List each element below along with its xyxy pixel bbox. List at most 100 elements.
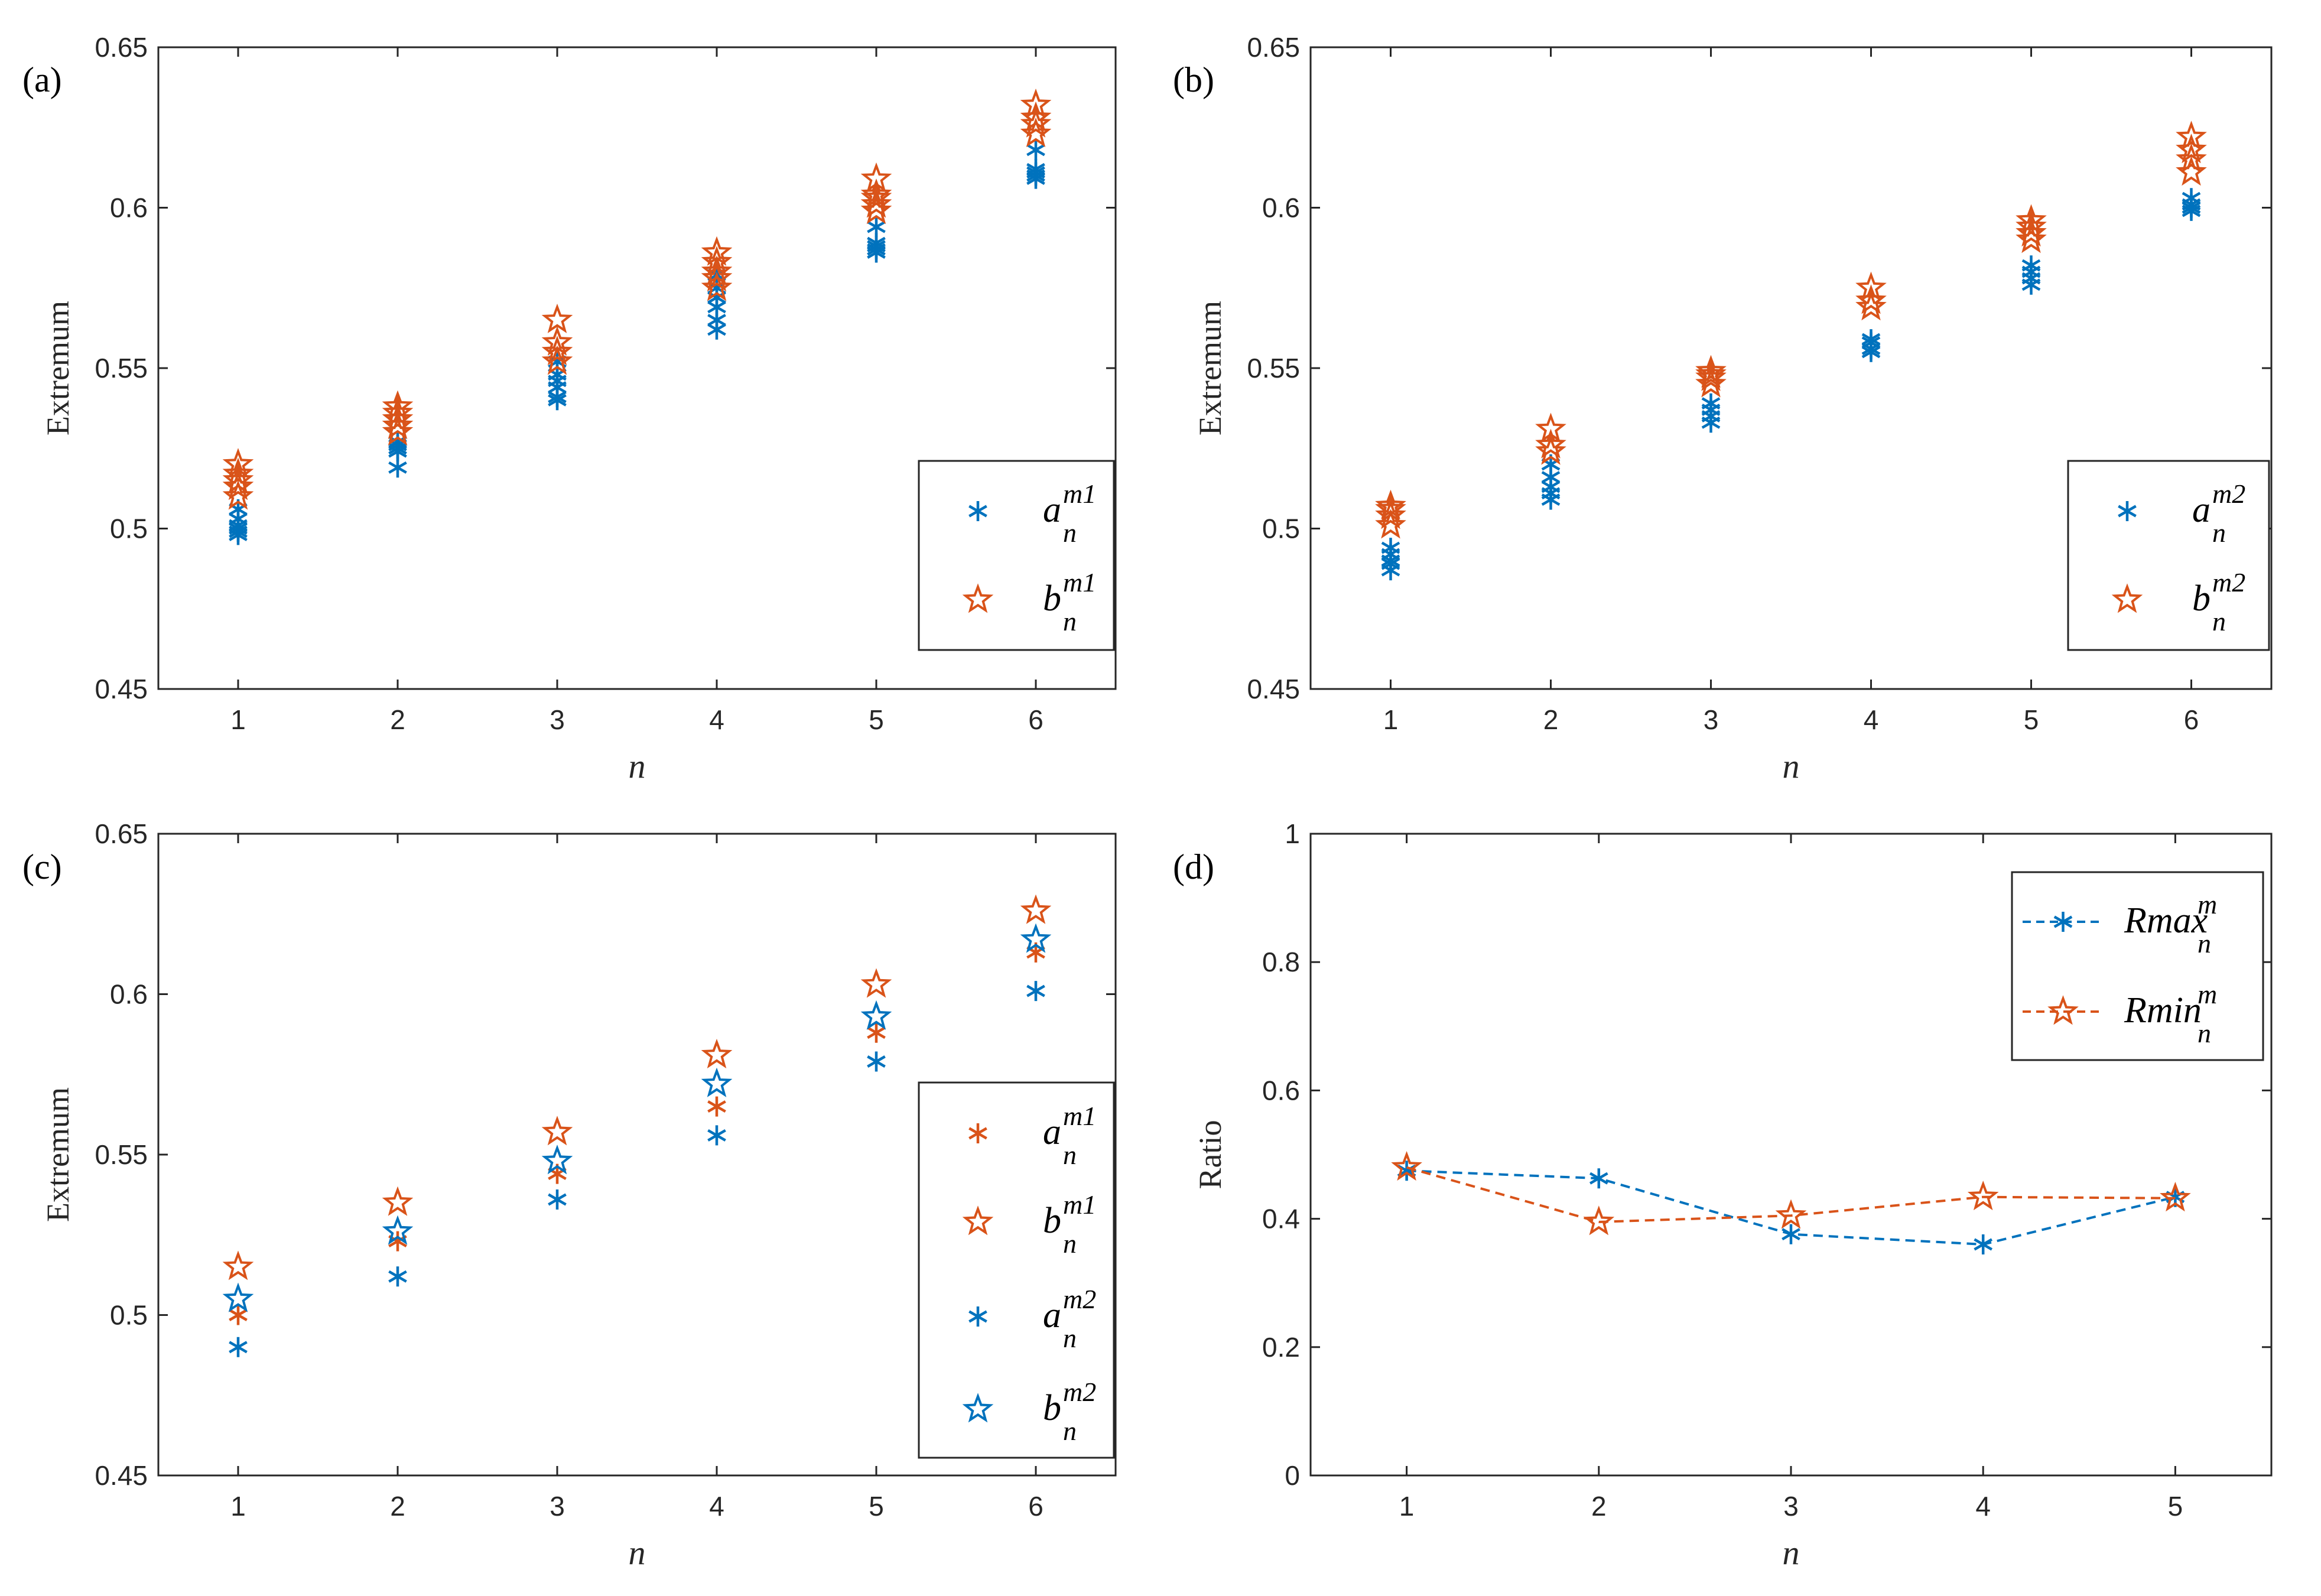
data-point-b-m2-4 <box>1535 435 1566 465</box>
legend-marker-a-m1 <box>968 501 987 521</box>
data-point-b-m2-13 <box>1855 271 1887 301</box>
data-point-b-m1-7 <box>382 403 414 433</box>
x-tick-label: 5 <box>2168 1491 2183 1522</box>
x-tick-label: 3 <box>1783 1491 1799 1522</box>
data-point-b-m1-10 <box>541 345 573 375</box>
y-tick-label: 0.65 <box>95 32 148 63</box>
y-tick-label: 0.45 <box>95 674 148 704</box>
y-tick-label: 0.55 <box>1247 353 1300 383</box>
data-point-b-m2-12 <box>1855 284 1887 314</box>
legend-label: b <box>1043 578 1061 619</box>
panel-label: (a) <box>22 60 62 99</box>
data-point-a-m2-3 <box>707 1125 726 1146</box>
data-point-a-m2-2 <box>548 1189 567 1210</box>
data-point-Rmin-m-2 <box>1775 1199 1807 1229</box>
data-point-b-m2-0 <box>1375 509 1406 539</box>
x-tick-label: 5 <box>2024 704 2039 735</box>
data-point-b-m1-8 <box>382 396 414 427</box>
data-point-b-m1-5 <box>1020 894 1052 924</box>
x-tick-label: 6 <box>1028 704 1044 735</box>
y-axis-label: Extremum <box>40 301 76 435</box>
data-point-b-m2-3 <box>701 1067 733 1097</box>
x-tick-label: 3 <box>550 1491 565 1522</box>
data-point-Rmin-m-0 <box>1391 1150 1422 1181</box>
data-point-b-m1-12 <box>541 326 573 356</box>
data-point-b-m1-22 <box>860 178 892 209</box>
data-point-Rmin-m-3 <box>1967 1180 1999 1211</box>
x-tick-label: 1 <box>1383 704 1399 735</box>
x-tick-label: 4 <box>1975 1491 1991 1522</box>
y-tick-label: 0.55 <box>95 353 148 383</box>
data-point-b-m2-14 <box>2016 223 2047 253</box>
legend-subscript: n <box>2198 928 2211 958</box>
data-point-a-m1-27 <box>867 217 886 238</box>
y-tick-label: 0 <box>1285 1460 1300 1491</box>
data-point-b-m2-10 <box>1695 355 1727 385</box>
data-point-b-m1-4 <box>860 968 892 998</box>
legend-entry-a-m2: a m2 n <box>1043 1284 1096 1353</box>
legend-label: a <box>1043 1112 1061 1152</box>
legend: a m1n b m1n <box>918 460 1115 651</box>
data-point-a-m2-0 <box>229 1337 248 1357</box>
x-tick-label: 3 <box>550 704 565 735</box>
legend-marker-a-m2 <box>2118 501 2137 521</box>
legend-box <box>918 1081 1115 1459</box>
data-point-b-m2-1 <box>1375 499 1406 529</box>
series-line-rmin <box>1406 1166 2176 1224</box>
y-axis-label: Ratio <box>1192 1120 1228 1189</box>
data-point-b-m1-2 <box>222 464 254 494</box>
data-point-a-m1-32 <box>1026 139 1045 160</box>
legend-box <box>2067 460 2270 651</box>
y-tick-label: 0.2 <box>1262 1332 1300 1363</box>
legend-entry-b-m1: b m1 n <box>1043 1189 1096 1259</box>
data-point-b-m1-5 <box>382 415 414 446</box>
data-point-b-m1-27 <box>1020 88 1052 119</box>
data-point-b-m2-5 <box>1020 923 1052 953</box>
data-point-b-m2-15 <box>2016 217 2047 247</box>
data-point-a-m2-4 <box>1381 538 1400 558</box>
y-tick-label: 0.5 <box>110 513 148 544</box>
x-tick-label: 4 <box>709 1491 724 1522</box>
data-point-b-m2-20 <box>2176 134 2207 164</box>
data-point-b-m1-2 <box>541 1116 573 1146</box>
legend-label: a <box>1043 1295 1061 1335</box>
legend-subscript: n <box>2212 606 2226 636</box>
data-point-b-m1-16 <box>701 255 733 285</box>
legend-marker-Rmax-m <box>2053 912 2073 932</box>
data-point-b-m1-6 <box>382 409 414 440</box>
legend-subscript: n <box>1063 606 1077 636</box>
y-tick-label: 0.6 <box>110 193 148 223</box>
x-axis-label: n <box>1783 1533 1800 1572</box>
x-tick-label: 2 <box>390 704 405 735</box>
legend-entry-a-m1: a m1 n <box>1043 479 1096 548</box>
data-point-b-m1-9 <box>382 390 414 420</box>
x-tick-label: 6 <box>2184 704 2199 735</box>
data-point-b-m2-1 <box>382 1215 414 1245</box>
x-tick-label: 6 <box>1028 1491 1044 1522</box>
legend-marker-b-m1 <box>962 583 994 613</box>
data-point-b-m2-16 <box>2016 210 2047 240</box>
data-point-Rmax-m-1 <box>1589 1168 1608 1189</box>
data-point-b-m1-19 <box>860 194 892 225</box>
y-tick-label: 0.65 <box>1247 32 1300 63</box>
legend-entry-b-m1: b m1 n <box>1043 567 1096 636</box>
legend-marker-b-m1 <box>962 1205 994 1236</box>
data-point-b-m1-14 <box>701 271 733 301</box>
data-point-b-m1-17 <box>701 246 733 276</box>
legend-subscript: n <box>2212 518 2226 548</box>
y-tick-label: 0.5 <box>1262 513 1300 544</box>
data-point-b-m2-5 <box>1535 428 1566 459</box>
data-point-b-m1-20 <box>860 188 892 218</box>
legend-label: b <box>1043 1201 1061 1241</box>
y-tick-label: 0.8 <box>1262 947 1300 977</box>
data-point-Rmax-m-2 <box>1782 1224 1800 1244</box>
legend-subscript: n <box>1063 1416 1077 1446</box>
data-point-b-m1-11 <box>541 336 573 366</box>
y-axis-label: Extremum <box>40 1087 76 1222</box>
data-point-b-m2-17 <box>2016 204 2047 234</box>
x-tick-label: 1 <box>230 1491 246 1522</box>
